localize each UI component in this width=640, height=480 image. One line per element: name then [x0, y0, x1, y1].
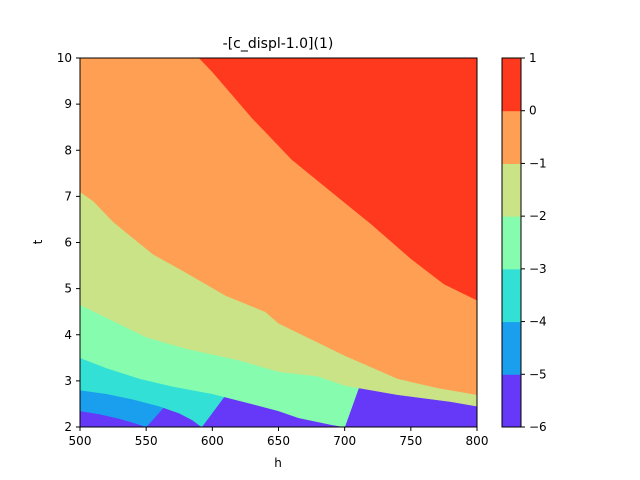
chart-title: -[c_displ-1.0](1) — [223, 36, 334, 52]
x-tick-label: 800 — [466, 434, 489, 448]
x-tick-label: 500 — [69, 434, 92, 448]
colorbar-tick-label: −3 — [529, 262, 547, 276]
colorbar-segment — [502, 163, 521, 217]
contour-band-above-0 — [80, 58, 477, 301]
colorbar-tick-label: 1 — [529, 51, 537, 65]
y-tick-label: 8 — [64, 143, 72, 157]
y-tick-label: 5 — [64, 282, 72, 296]
y-tick-label: 6 — [64, 236, 72, 250]
y-tick-label: 3 — [64, 374, 72, 388]
colorbar-tick-label: −5 — [529, 367, 547, 381]
colorbar-segment — [502, 110, 521, 164]
y-tick-label: 9 — [64, 97, 72, 111]
colorbar-tick-label: 0 — [529, 104, 537, 118]
y-tick-label: 10 — [57, 51, 72, 65]
colorbar-frame — [501, 57, 522, 428]
colorbar-tick-label: −1 — [529, 156, 547, 170]
plot-area — [80, 58, 477, 427]
colorbar-segment — [502, 374, 521, 428]
x-tick-label: 700 — [333, 434, 356, 448]
x-tick-label: 750 — [399, 434, 422, 448]
colorbar-segment — [502, 58, 521, 112]
y-axis-label: t — [31, 239, 45, 244]
colorbar-tick-label: −6 — [529, 420, 547, 434]
colorbar-segment — [502, 268, 521, 323]
colorbar-segment — [502, 321, 521, 375]
colorbar-tick-label: −2 — [529, 209, 547, 223]
y-tick-label: 7 — [64, 189, 72, 203]
y-axis: 2 3 4 5 6 7 8 9 10 — [57, 51, 80, 434]
colorbar-segment — [502, 216, 521, 270]
x-tick-label: 600 — [201, 434, 224, 448]
y-tick-label: 2 — [64, 420, 72, 434]
x-tick-label: 650 — [267, 434, 290, 448]
colorbar-tick-label: −4 — [529, 315, 547, 329]
y-tick-label: 4 — [64, 328, 72, 342]
x-axis-label: h — [274, 456, 282, 470]
x-axis: 500 550 600 650 700 750 800 — [69, 427, 489, 448]
colorbar: −6 −5 −4 −3 −2 −1 0 1 — [502, 51, 547, 434]
x-tick-label: 550 — [135, 434, 158, 448]
